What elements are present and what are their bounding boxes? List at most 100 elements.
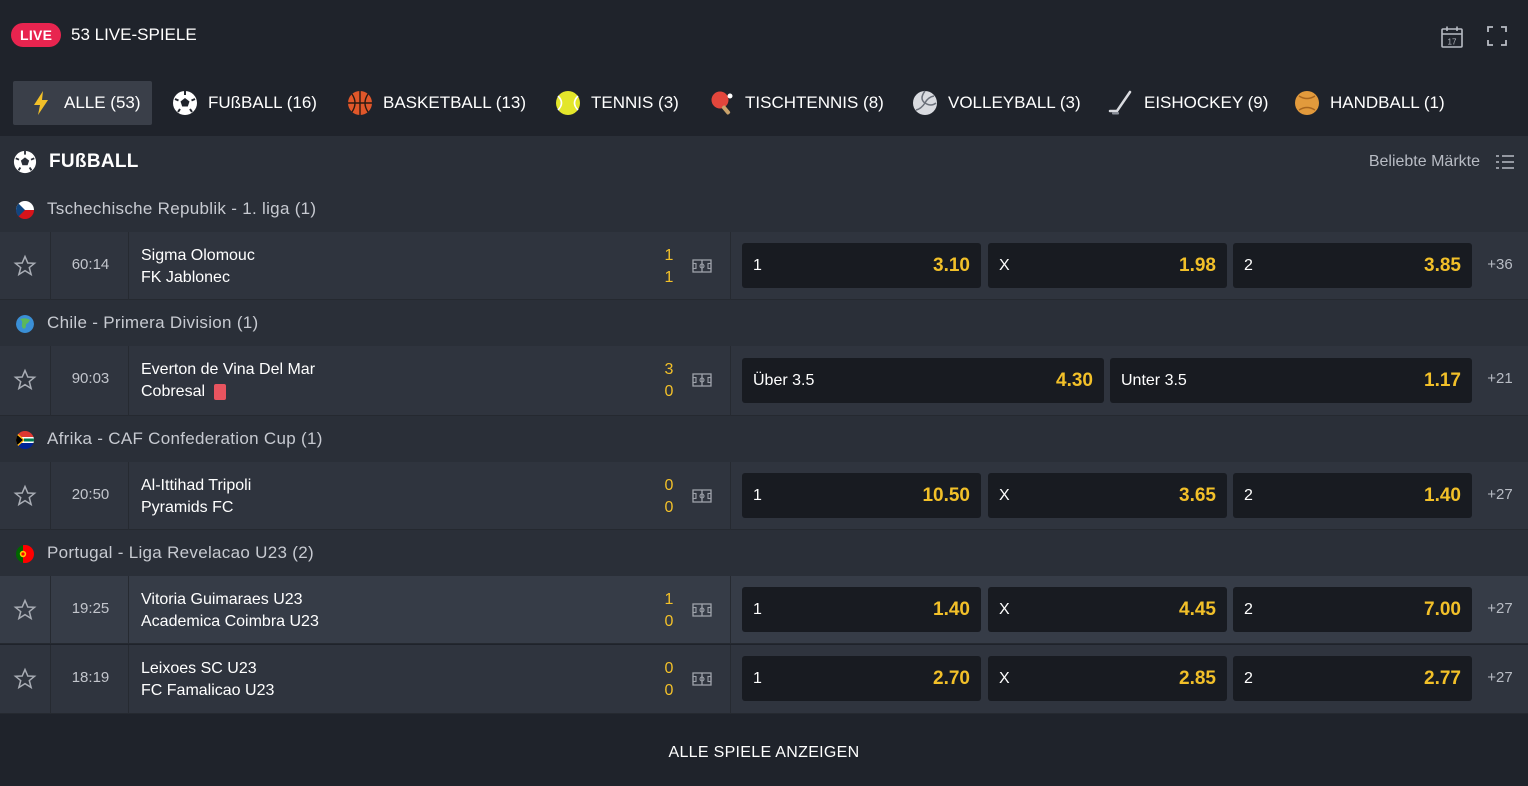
score: 3 0 bbox=[660, 359, 678, 403]
score: 1 1 bbox=[660, 245, 678, 289]
more-markets-link[interactable]: +27 bbox=[1487, 600, 1513, 617]
match-time-cell: 90:03 bbox=[50, 346, 129, 416]
score: 1 0 bbox=[660, 589, 678, 633]
list-menu-icon[interactable] bbox=[1496, 154, 1514, 170]
show-all-button[interactable]: ALLE SPIELE ANZEIGEN bbox=[668, 744, 860, 761]
odd-button[interactable]: Unter 3.5 1.17 bbox=[1110, 358, 1472, 403]
red-card-icon bbox=[214, 384, 227, 400]
home-score: 0 bbox=[664, 660, 674, 677]
league-name: Chile - Primera Division (1) bbox=[47, 313, 259, 332]
odd-button[interactable]: X 3.65 bbox=[988, 473, 1227, 518]
odd-label: 1 bbox=[753, 670, 762, 687]
odd-value: 3.65 bbox=[1179, 485, 1216, 506]
pitch-icon[interactable] bbox=[692, 258, 712, 274]
odd-value: 3.10 bbox=[933, 255, 970, 276]
teams[interactable]: Vitoria Guimaraes U23 Academica Coimbra … bbox=[141, 589, 319, 633]
odd-value: 1.40 bbox=[933, 599, 970, 620]
away-score: 0 bbox=[664, 613, 674, 630]
pitch-icon[interactable] bbox=[692, 602, 712, 618]
league-name: Tschechische Republik - 1. liga (1) bbox=[47, 199, 317, 218]
tab-label: TENNIS (3) bbox=[591, 93, 679, 112]
odd-button[interactable]: 1 1.40 bbox=[742, 587, 981, 632]
tab-tennis[interactable]: TENNIS (3) bbox=[555, 81, 679, 125]
odd-button[interactable]: 1 10.50 bbox=[742, 473, 981, 518]
odd-button[interactable]: 2 2.77 bbox=[1233, 656, 1472, 701]
tab-alle[interactable]: ALLE (53) bbox=[13, 81, 152, 125]
star-icon[interactable] bbox=[13, 667, 37, 691]
odd-button[interactable]: 1 3.10 bbox=[742, 243, 981, 288]
star-icon[interactable] bbox=[13, 368, 37, 392]
match-time: 18:19 bbox=[71, 669, 110, 686]
fullscreen-icon[interactable] bbox=[1486, 25, 1508, 47]
star-icon[interactable] bbox=[13, 254, 37, 278]
tab-label: HANDBALL (1) bbox=[1330, 93, 1445, 112]
pitch-icon[interactable] bbox=[692, 671, 712, 687]
league-name: Afrika - CAF Confederation Cup (1) bbox=[47, 429, 323, 448]
league-header[interactable]: Portugal - Liga Revelacao U23 (2) bbox=[0, 530, 1528, 576]
odd-button[interactable]: Über 3.5 4.30 bbox=[742, 358, 1104, 403]
match-row[interactable]: 18:19 Leixoes SC U23 FC Famalicao U23 0 … bbox=[0, 645, 1528, 714]
match-row[interactable]: 19:25 Vitoria Guimaraes U23 Academica Co… bbox=[0, 576, 1528, 644]
league-header[interactable]: Chile - Primera Division (1) bbox=[0, 300, 1528, 346]
pitch-icon[interactable] bbox=[692, 488, 712, 504]
odd-value: 1.98 bbox=[1179, 255, 1216, 276]
tab-tischtennis[interactable]: TISCHTENNIS (8) bbox=[709, 81, 884, 125]
match-time: 90:03 bbox=[71, 370, 110, 387]
score: 0 0 bbox=[660, 475, 678, 519]
more-markets-link[interactable]: +21 bbox=[1487, 370, 1513, 387]
more-markets-link[interactable]: +27 bbox=[1487, 486, 1513, 503]
odd-button[interactable]: X 1.98 bbox=[988, 243, 1227, 288]
tab-eishockey[interactable]: EISHOCKEY (9) bbox=[1108, 81, 1268, 125]
odd-button[interactable]: 2 3.85 bbox=[1233, 243, 1472, 288]
home-score: 0 bbox=[664, 477, 674, 494]
away-team: FC Famalicao U23 bbox=[141, 682, 275, 699]
match-row[interactable]: 90:03 Everton de Vina Del Mar Cobresal 3… bbox=[0, 346, 1528, 416]
away-team-wrap: Cobresal bbox=[141, 381, 315, 403]
divider bbox=[730, 462, 731, 530]
match-time: 60:14 bbox=[71, 256, 110, 273]
teams[interactable]: Leixoes SC U23 FC Famalicao U23 bbox=[141, 658, 274, 702]
tab-basketball[interactable]: BASKETBALL (13) bbox=[347, 81, 526, 125]
odd-button[interactable]: 2 1.40 bbox=[1233, 473, 1472, 518]
odd-value: 2.70 bbox=[933, 668, 970, 689]
away-score: 1 bbox=[664, 269, 674, 286]
odd-button[interactable]: 2 7.00 bbox=[1233, 587, 1472, 632]
odd-label: Unter 3.5 bbox=[1121, 372, 1187, 389]
away-team: Academica Coimbra U23 bbox=[141, 613, 319, 630]
pitch-icon[interactable] bbox=[692, 372, 712, 388]
teams[interactable]: Sigma Olomouc FK Jablonec bbox=[141, 245, 255, 289]
odd-label: 2 bbox=[1244, 670, 1253, 687]
league-header[interactable]: Afrika - CAF Confederation Cup (1) bbox=[0, 416, 1528, 462]
more-markets-link[interactable]: +36 bbox=[1487, 256, 1513, 273]
tab-volleyball[interactable]: VOLLEYBALL (3) bbox=[912, 81, 1081, 125]
match-time-cell: 60:14 bbox=[50, 232, 129, 300]
odd-value: 3.85 bbox=[1424, 255, 1461, 276]
top-bar: LIVE 53 LIVE-SPIELE 17 bbox=[0, 0, 1528, 70]
calendar-icon[interactable]: 17 bbox=[1440, 25, 1464, 49]
odd-value: 7.00 bbox=[1424, 599, 1461, 620]
tab-fussball[interactable]: FUßBALL (16) bbox=[172, 81, 317, 125]
soccer-ball-icon bbox=[13, 150, 37, 174]
home-score: 1 bbox=[664, 247, 674, 264]
odd-label: 2 bbox=[1244, 257, 1253, 274]
odd-button[interactable]: X 2.85 bbox=[988, 656, 1227, 701]
home-score: 1 bbox=[664, 591, 674, 608]
tab-handball[interactable]: HANDBALL (1) bbox=[1294, 81, 1445, 125]
live-count: 53 LIVE-SPIELE bbox=[71, 25, 197, 44]
away-team: Cobresal bbox=[141, 383, 206, 400]
star-icon[interactable] bbox=[13, 484, 37, 508]
odd-button[interactable]: 1 2.70 bbox=[742, 656, 981, 701]
markets-dropdown[interactable]: Beliebte Märkte bbox=[1368, 153, 1480, 170]
star-icon[interactable] bbox=[13, 598, 37, 622]
match-row[interactable]: 20:50 Al-Ittihad Tripoli Pyramids FC 0 0… bbox=[0, 462, 1528, 530]
odd-button[interactable]: X 4.45 bbox=[988, 587, 1227, 632]
divider bbox=[730, 576, 731, 644]
handball-icon bbox=[1295, 91, 1319, 115]
south-africa-flag-icon bbox=[16, 431, 34, 449]
more-markets-link[interactable]: +27 bbox=[1487, 669, 1513, 686]
live-badge: LIVE bbox=[11, 23, 62, 47]
match-row[interactable]: 60:14 Sigma Olomouc FK Jablonec 1 1 1 3.… bbox=[0, 232, 1528, 300]
teams[interactable]: Everton de Vina Del Mar Cobresal bbox=[141, 359, 315, 403]
league-header[interactable]: Tschechische Republik - 1. liga (1) bbox=[0, 186, 1528, 232]
teams[interactable]: Al-Ittihad Tripoli Pyramids FC bbox=[141, 475, 251, 519]
